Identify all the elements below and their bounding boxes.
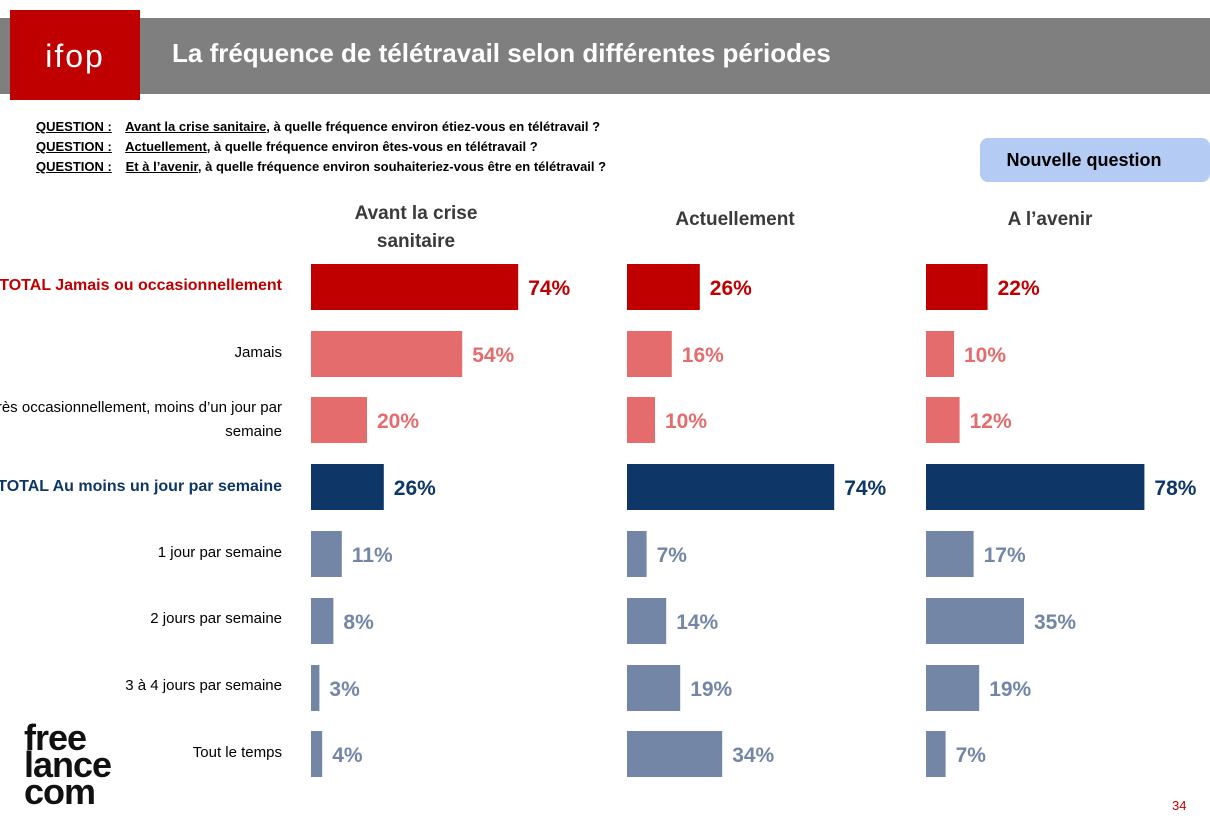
value-label-before-row-1: 54% [472, 344, 514, 367]
value-label-now-row-3: 74% [844, 477, 886, 500]
questions-block: QUESTION : Avant la crise sanitaire, à q… [36, 117, 606, 177]
bar-now-row-0 [627, 264, 700, 310]
value-label-future-row-1: 10% [964, 344, 1006, 367]
value-label-future-row-2: 12% [970, 410, 1012, 433]
value-label-future-row-6: 19% [989, 678, 1031, 701]
freelancecom-logo-line: free [24, 717, 87, 758]
column-header-future: A l’avenir [1007, 209, 1093, 230]
bar-now-row-7 [627, 731, 723, 777]
bar-now-row-4 [627, 531, 647, 577]
bar-future-row-1 [926, 331, 954, 377]
column-header-before: Avant la crise sanitaire [354, 203, 478, 252]
value-label-before-row-2: 20% [377, 410, 419, 433]
question-period: Et à l’avenir [125, 159, 198, 174]
question-label: QUESTION : [36, 139, 112, 154]
bar-now-row-1 [627, 331, 672, 377]
freelancecom-logo-line: lance [24, 744, 112, 785]
bar-future-row-0 [926, 264, 988, 310]
row-label-rarely: Très occasionnellement, moins d’un jour … [0, 399, 282, 440]
bar-now-row-2 [627, 397, 655, 443]
new-question-badge: Nouvelle question [980, 138, 1210, 182]
question-label: QUESTION : [36, 159, 112, 174]
value-label-now-row-0: 26% [710, 277, 752, 300]
bar-before-row-5 [311, 598, 334, 644]
bar-before-row-6 [311, 665, 320, 711]
value-label-before-row-7: 4% [332, 744, 363, 767]
question-line-3: QUESTION : Et à l’avenir, à quelle fréqu… [36, 157, 606, 177]
bar-before-row-4 [311, 531, 342, 577]
bar-before-row-0 [311, 264, 519, 310]
row-label-total-never: TOTAL Jamais ou occasionnellement [0, 277, 282, 294]
row-label-all-the-time: Tout le temps [192, 744, 282, 761]
question-line-1: QUESTION : Avant la crise sanitaire, à q… [36, 117, 606, 137]
bar-future-row-2 [926, 397, 960, 443]
question-text: , à quelle fréquence environ souhaiterie… [197, 159, 607, 174]
value-label-before-row-5: 8% [343, 611, 374, 634]
page-number: 34 [1172, 798, 1187, 813]
bar-future-row-7 [926, 731, 946, 777]
value-label-future-row-5: 35% [1034, 611, 1076, 634]
bar-future-row-6 [926, 665, 980, 711]
row-label-3-4-days: 3 à 4 jours par semaine [125, 677, 282, 694]
value-label-before-row-6: 3% [329, 678, 360, 701]
value-label-before-row-0: 74% [528, 277, 570, 300]
value-label-now-row-7: 34% [732, 744, 774, 767]
bar-now-row-6 [627, 665, 681, 711]
bar-before-row-7 [311, 731, 323, 777]
value-label-now-row-6: 19% [690, 678, 732, 701]
freelancecom-logo: free lance com [24, 717, 112, 812]
bar-future-row-5 [926, 598, 1024, 644]
value-label-future-row-7: 7% [956, 744, 987, 767]
bar-now-row-5 [627, 598, 667, 644]
value-label-before-row-4: 11% [352, 544, 393, 567]
bar-now-row-3 [627, 464, 835, 510]
row-label-never: Jamais [234, 344, 282, 361]
value-label-now-row-1: 16% [682, 344, 724, 367]
freelancecom-logo-line: com [24, 771, 96, 812]
question-text: , à quelle fréquence environ étiez-vous … [266, 119, 601, 134]
ifop-logo: ifop [10, 10, 140, 100]
value-label-future-row-0: 22% [998, 277, 1040, 300]
value-label-now-row-2: 10% [665, 410, 707, 433]
value-label-before-row-3: 26% [394, 477, 436, 500]
value-label-now-row-4: 7% [657, 544, 688, 567]
value-label-future-row-4: 17% [984, 544, 1026, 567]
bar-future-row-4 [926, 531, 974, 577]
ifop-logo-text: ifop [45, 38, 105, 74]
question-period: Avant la crise sanitaire [125, 119, 267, 134]
row-label-2-days: 2 jours par semaine [150, 610, 282, 627]
row-label-1-day: 1 jour par semaine [157, 544, 282, 561]
header-bar [0, 18, 1210, 94]
row-label-total-weekly: TOTAL Au moins un jour par semaine [0, 478, 282, 495]
column-header-now: Actuellement [675, 209, 795, 230]
value-label-future-row-3: 78% [1154, 477, 1196, 500]
question-text: , à quelle fréquence environ êtes-vous e… [206, 139, 538, 154]
question-line-2: QUESTION : Actuellement, à quelle fréque… [36, 137, 606, 157]
question-period: Actuellement [125, 139, 207, 154]
bar-before-row-1 [311, 331, 463, 377]
bar-future-row-3 [926, 464, 1145, 510]
question-label: QUESTION : [36, 119, 112, 134]
bar-before-row-3 [311, 464, 384, 510]
bar-before-row-2 [311, 397, 367, 443]
value-label-now-row-5: 14% [676, 611, 718, 634]
page-title: La fréquence de télétravail selon différ… [172, 38, 831, 68]
